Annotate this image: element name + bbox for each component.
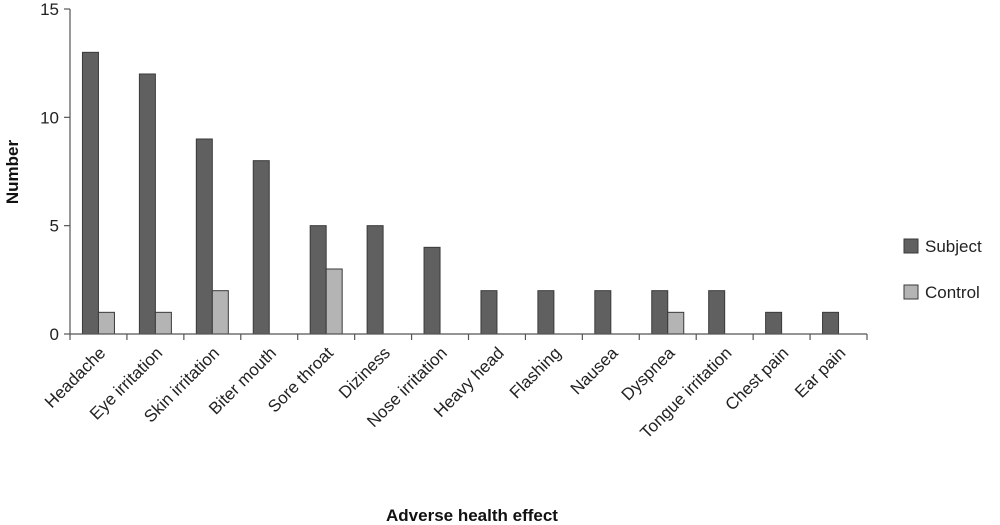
bar-subject-13 — [822, 311, 840, 335]
x-tick-label-13: Ear pain — [791, 343, 849, 401]
bar-subject-0 — [81, 51, 99, 335]
bar-subject-6 — [423, 246, 441, 335]
y-tick-label-15: 15 — [40, 0, 59, 19]
legend-label-control: Control — [925, 283, 980, 302]
bar-control-10 — [667, 311, 685, 335]
y-tick-label-0: 0 — [50, 325, 59, 344]
x-tick-label-5: Diziness — [335, 343, 394, 402]
bar-control-0 — [97, 311, 115, 335]
bar-subject-9 — [594, 290, 612, 335]
legend-swatch-subject — [903, 238, 919, 254]
y-tick-label-5: 5 — [50, 217, 59, 236]
bar-subject-11 — [708, 290, 726, 335]
bar-subject-4 — [309, 225, 327, 335]
bar-subject-2 — [195, 138, 213, 335]
bar-control-4 — [325, 268, 343, 335]
legend: Subject Control — [903, 237, 982, 302]
bar-subject-5 — [366, 225, 384, 335]
legend-label-subject: Subject — [925, 237, 982, 256]
x-tick-label-9: Nausea — [567, 343, 622, 398]
bar-control-2 — [211, 290, 229, 335]
legend-swatch-control — [903, 284, 919, 300]
bar-control-1 — [154, 311, 172, 335]
y-axis-title: Number — [3, 140, 22, 205]
bar-subject-12 — [765, 311, 783, 335]
x-axis-title: Adverse health effect — [386, 506, 558, 525]
bar-subject-3 — [252, 160, 270, 335]
bar-subject-1 — [138, 73, 156, 335]
y-tick-label-10: 10 — [40, 108, 59, 127]
bar-subject-10 — [651, 290, 669, 335]
x-tick-label-8: Flashing — [506, 343, 565, 402]
bar-subject-7 — [480, 290, 498, 335]
bar-subject-8 — [537, 290, 555, 335]
